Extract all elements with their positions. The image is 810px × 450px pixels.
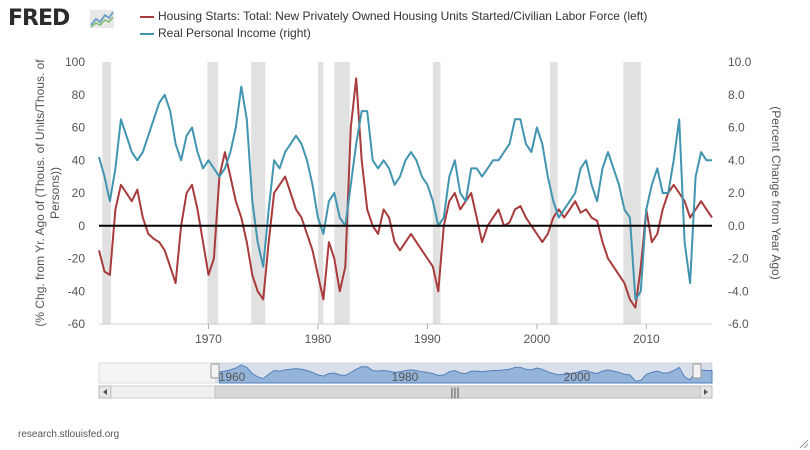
recession-band xyxy=(102,62,112,324)
legend-label-housing: Housing Starts: Total: New Privately Own… xyxy=(158,9,648,23)
recession-band xyxy=(623,62,641,324)
scroll-left-arrow-icon xyxy=(103,389,107,395)
recession-band xyxy=(251,62,266,324)
x-tick-label: 2010 xyxy=(633,332,660,346)
navigator-selection xyxy=(215,363,712,383)
y-right-tick-label: -2.0 xyxy=(728,252,749,266)
recession-band xyxy=(549,62,558,324)
y-right-tick-label: 4.0 xyxy=(728,153,745,167)
y-left-axis-title-line: Persons)) xyxy=(48,167,62,219)
navigator-tick-label: 2000 xyxy=(564,370,591,384)
series-line-real-personal-income xyxy=(98,85,712,301)
legend-swatch-income xyxy=(140,33,154,35)
x-tick-label: 1980 xyxy=(305,332,332,346)
y-right-tick-label: 2.0 xyxy=(728,186,745,200)
navigator-handle-right[interactable] xyxy=(692,363,702,379)
y-left-tick-label: 100 xyxy=(65,55,85,69)
navigator-tick-label: 1980 xyxy=(392,370,419,384)
resize-grip-icon[interactable] xyxy=(798,438,808,448)
y-left-axis-title: (% Chg. from Yr. Ago of (Thous. of Units… xyxy=(33,59,62,327)
y-left-tick-label: -20 xyxy=(68,252,86,266)
fred-graph-icon xyxy=(90,10,114,28)
scroll-right-arrow-icon xyxy=(704,389,708,395)
source-credit[interactable]: research.stlouisfed.org xyxy=(18,429,120,440)
y-left-tick-label: -60 xyxy=(68,317,86,331)
x-tick-label: 1990 xyxy=(414,332,441,346)
y-left-tick-label: 0 xyxy=(78,219,85,233)
legend-label-income: Real Personal Income (right) xyxy=(158,26,311,40)
y-left-tick-label: 80 xyxy=(72,88,86,102)
y-right-tick-label: 10.0 xyxy=(728,55,752,69)
recession-band xyxy=(432,62,441,324)
y-right-tick-label: 0.0 xyxy=(728,219,745,233)
navigator-handle-left[interactable] xyxy=(210,363,220,379)
y-right-tick-label: 8.0 xyxy=(728,88,745,102)
y-right-axis-title: (Percent Change from Year Ago) xyxy=(769,106,783,279)
y-right-tick-label: 6.0 xyxy=(728,121,745,135)
y-right-tick-label: -6.0 xyxy=(728,317,749,331)
recession-band xyxy=(207,62,219,324)
x-tick-label: 1970 xyxy=(195,332,222,346)
recession-band xyxy=(317,62,324,324)
scrollbar-grip-icon: ||| xyxy=(450,385,459,399)
y-left-axis-title-line: (% Chg. from Yr. Ago of (Thous. of Units… xyxy=(33,59,47,327)
navigator-tick-label: 1960 xyxy=(219,370,246,384)
legend: Housing Starts: Total: New Privately Own… xyxy=(140,8,647,42)
series-line-housing-starts xyxy=(98,77,713,309)
y-left-tick-label: 20 xyxy=(72,186,86,200)
y-left-tick-label: 60 xyxy=(72,121,86,135)
fred-logo[interactable]: FRED xyxy=(8,6,70,31)
legend-item-housing[interactable]: Housing Starts: Total: New Privately Own… xyxy=(140,8,647,25)
legend-item-income[interactable]: Real Personal Income (right) xyxy=(140,25,647,42)
x-tick-label: 2000 xyxy=(524,332,551,346)
navigator-area xyxy=(218,364,713,384)
y-left-tick-label: 40 xyxy=(72,153,86,167)
y-right-tick-label: -4.0 xyxy=(728,284,749,298)
legend-swatch-housing xyxy=(140,16,154,18)
y-left-tick-label: -40 xyxy=(68,284,86,298)
